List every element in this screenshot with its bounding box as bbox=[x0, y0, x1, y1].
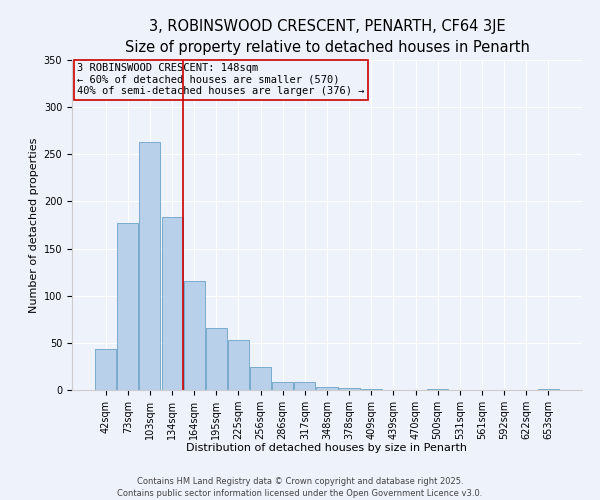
Bar bbox=[538, 389, 559, 390]
Text: 3 ROBINSWOOD CRESCENT: 148sqm
← 60% of detached houses are smaller (570)
40% of : 3 ROBINSWOOD CRESCENT: 148sqm ← 60% of d… bbox=[77, 64, 365, 96]
Bar bbox=[118, 223, 139, 390]
Text: Contains HM Land Registry data © Crown copyright and database right 2025.
Contai: Contains HM Land Registry data © Crown c… bbox=[118, 476, 482, 498]
Bar bbox=[250, 368, 271, 390]
Bar bbox=[139, 142, 160, 390]
Bar bbox=[338, 388, 359, 390]
Bar bbox=[228, 340, 249, 390]
Title: 3, ROBINSWOOD CRESCENT, PENARTH, CF64 3JE
Size of property relative to detached : 3, ROBINSWOOD CRESCENT, PENARTH, CF64 3J… bbox=[125, 18, 529, 55]
Bar bbox=[95, 348, 116, 390]
Bar bbox=[161, 216, 182, 390]
Bar bbox=[361, 389, 382, 390]
Bar bbox=[272, 382, 293, 390]
X-axis label: Distribution of detached houses by size in Penarth: Distribution of detached houses by size … bbox=[187, 444, 467, 454]
Bar bbox=[316, 387, 338, 390]
Bar bbox=[184, 280, 205, 390]
Bar bbox=[295, 382, 316, 390]
Bar bbox=[206, 328, 227, 390]
Y-axis label: Number of detached properties: Number of detached properties bbox=[29, 138, 40, 312]
Bar bbox=[427, 389, 448, 390]
